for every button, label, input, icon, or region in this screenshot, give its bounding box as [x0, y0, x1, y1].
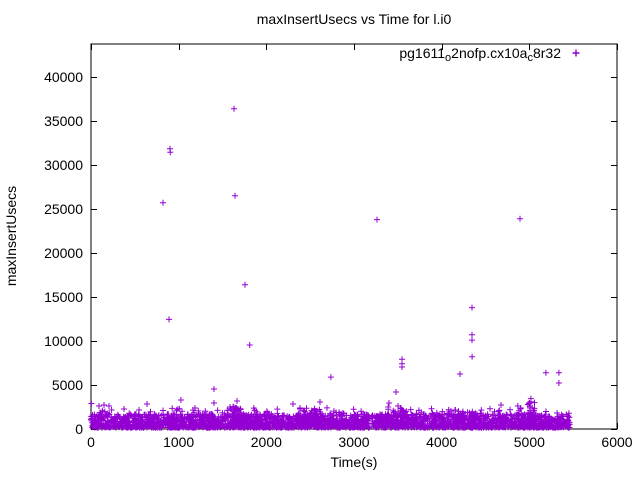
legend-label: pg1611o2nofp.cx10ac8r32 — [399, 45, 561, 64]
x-tick-label: 5000 — [514, 434, 545, 450]
x-tick-label: 6000 — [601, 434, 632, 450]
chart-title: maxInsertUsecs vs Time for l.i0 — [256, 11, 452, 27]
y-tick-label: 10000 — [44, 333, 83, 349]
y-tick-label: 5000 — [52, 377, 83, 393]
x-axis-label: Time(s) — [330, 454, 378, 470]
legend-marker-plus-icon — [572, 49, 580, 57]
y-tick-label: 30000 — [44, 157, 83, 173]
plot-frame — [90, 43, 618, 430]
x-tick-label: 4000 — [426, 434, 457, 450]
data-points — [88, 105, 573, 431]
axis-ticks — [91, 44, 618, 430]
y-tick-label: 35000 — [44, 113, 83, 129]
x-tick-label: 3000 — [338, 434, 369, 450]
y-tick-label: 0 — [75, 421, 83, 437]
y-tick-label: 40000 — [44, 69, 83, 85]
x-tick-label: 1000 — [163, 434, 194, 450]
y-tick-label: 20000 — [44, 245, 83, 261]
y-tick-label: 25000 — [44, 201, 83, 217]
x-tick-label: 0 — [87, 434, 95, 450]
y-tick-label: 15000 — [44, 289, 83, 305]
x-tick-label: 2000 — [251, 434, 282, 450]
